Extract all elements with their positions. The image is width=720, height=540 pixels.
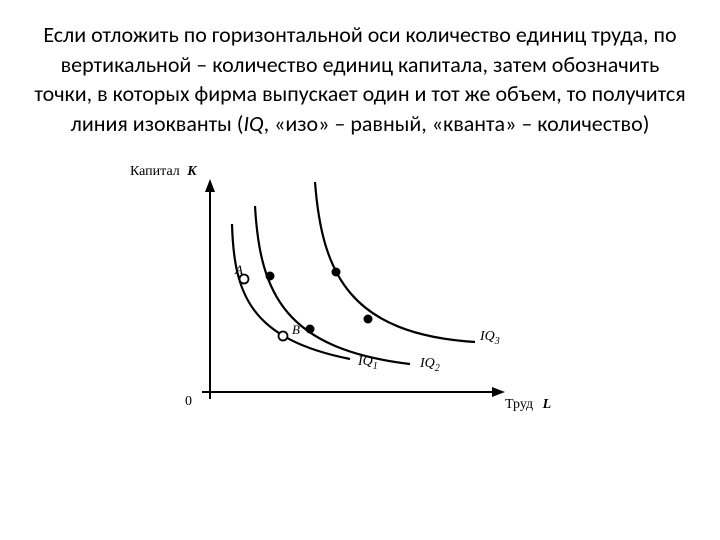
filled-point-4: [364, 314, 373, 323]
iq2-text: IQ: [420, 356, 435, 371]
isoquant-diagram: Капитал K 0 Труд L: [140, 164, 580, 464]
iq3-text: IQ: [480, 329, 495, 344]
origin-label: 0: [185, 394, 192, 410]
x-axis-arrow: [492, 387, 505, 397]
x-axis-label: Труд L: [505, 397, 551, 413]
curve-iq1: [232, 224, 350, 359]
title-iq: IQ: [243, 110, 263, 137]
y-axis-text: Капитал: [130, 164, 180, 179]
iq2-sub: 2: [435, 363, 440, 374]
y-axis-label: Капитал K: [130, 164, 197, 180]
curve3-label: IQ3: [480, 329, 500, 347]
point-a-label: A: [235, 262, 243, 278]
filled-point-1: [266, 271, 275, 280]
title-after-text: , «изо» – равный, «кванта» – количество): [264, 110, 650, 137]
iq1-text: IQ: [358, 354, 373, 369]
slide-title: Если отложить по горизонтальной оси коли…: [30, 20, 690, 139]
iq3-sub: 3: [495, 336, 500, 347]
point-b: [279, 331, 288, 340]
slide-container: Если отложить по горизонтальной оси коли…: [0, 0, 720, 540]
filled-point-3: [332, 267, 341, 276]
curve-iq3: [315, 182, 475, 342]
curve2-label: IQ2: [420, 356, 440, 374]
curve-iq2: [255, 206, 410, 364]
x-axis-text: Труд: [505, 397, 533, 412]
y-axis-arrow: [205, 179, 215, 192]
curve1-label: IQ1: [358, 354, 378, 372]
iq1-sub: 1: [373, 361, 378, 372]
y-axis-k: K: [187, 164, 196, 179]
x-axis-l: L: [543, 397, 552, 412]
point-b-label: B: [292, 322, 300, 338]
diagram-container: Капитал K 0 Труд L: [30, 164, 690, 520]
filled-point-2: [306, 324, 315, 333]
